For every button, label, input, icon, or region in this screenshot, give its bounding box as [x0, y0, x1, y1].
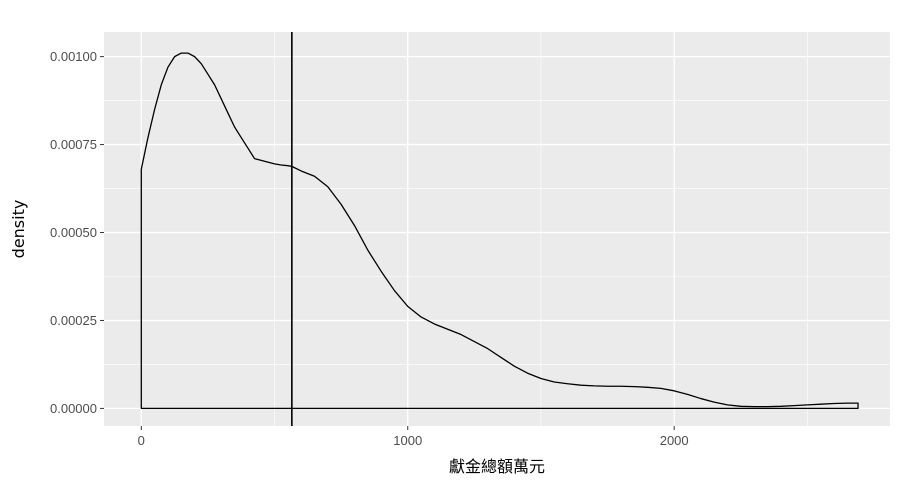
y-tick-label: 0.00100 — [50, 49, 97, 64]
plot-panel — [104, 32, 890, 426]
y-tick-label: 0.00075 — [50, 137, 97, 152]
x-axis-tick-labels: 0 1000 2000 — [138, 433, 689, 448]
x-tick-label: 1000 — [393, 433, 422, 448]
axis-ticks — [100, 56, 675, 430]
x-axis-title: 獻金總額萬元 — [449, 457, 545, 476]
density-curve — [140, 52, 859, 410]
minor-gridlines — [104, 32, 890, 426]
y-axis-tick-labels: 0.00000 0.00025 0.00050 0.00075 0.00100 — [50, 49, 97, 416]
y-tick-label: 0.00025 — [50, 313, 97, 328]
y-axis-title: density — [9, 200, 28, 259]
y-tick-label: 0.00050 — [50, 225, 97, 240]
x-tick-label: 2000 — [660, 433, 689, 448]
x-tick-label: 0 — [138, 433, 145, 448]
y-tick-label: 0.00000 — [50, 401, 97, 416]
density-series — [140, 52, 859, 410]
